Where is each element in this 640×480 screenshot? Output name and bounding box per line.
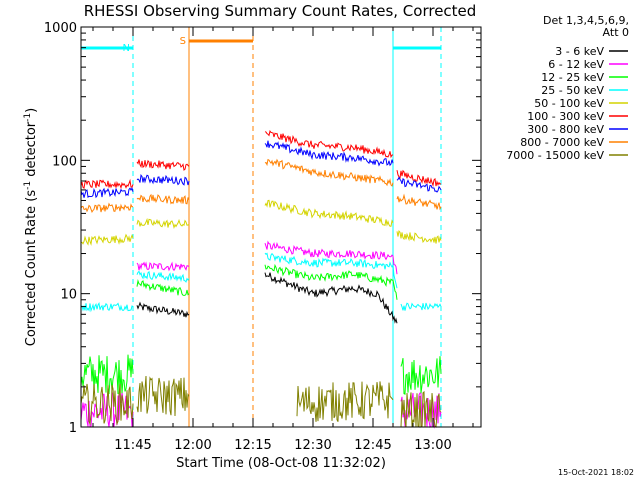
series-6 [80, 140, 442, 199]
series-3 [80, 252, 442, 313]
legend-label-2: 12 - 25 keV [541, 71, 604, 84]
series-1-segment-2 [264, 240, 398, 275]
y-axis-ticks: 1 10 100 1000 [44, 21, 481, 436]
series-5 [80, 129, 442, 190]
legend-header-line-1: Det 1,3,4,5,6,9, [543, 14, 629, 27]
legend-label-0: 3 - 6 keV [555, 45, 604, 58]
series-2-segment-0 [80, 354, 134, 395]
legend-header-line-2: Att 0 [603, 26, 629, 39]
x-tick-label-3: 12:30 [294, 438, 331, 453]
y-tick-label-0: 1 [69, 421, 77, 436]
x-tick-label-1: 12:00 [174, 438, 211, 453]
series-3-segment-2 [264, 252, 398, 289]
series-2-segment-2 [264, 263, 398, 300]
series-3-segment-0 [80, 302, 134, 313]
plot-area: NS [80, 27, 442, 429]
series-6-segment-3 [396, 176, 442, 193]
series-7-segment-0 [80, 202, 134, 213]
y-tick-label-1: 10 [60, 288, 77, 303]
legend-label-8: 7000 - 15000 keV [506, 149, 604, 162]
series-6-segment-1 [136, 173, 190, 186]
generation-timestamp: 15-Oct-2021 18:02 [558, 468, 634, 477]
legend-label-5: 100 - 300 keV [527, 110, 604, 123]
legend-label-4: 50 - 100 keV [534, 97, 604, 110]
series-7 [80, 158, 442, 213]
x-tick-label-2: 12:15 [234, 438, 271, 453]
series-4-segment-1 [136, 217, 190, 230]
y-tick-label-2: 100 [52, 154, 77, 169]
chart-title: RHESSI Observing Summary Count Rates, Co… [84, 2, 477, 20]
x-axis-label: Start Time (08-Oct-08 11:32:02) [176, 456, 386, 471]
series-5-segment-3 [396, 169, 442, 188]
flag-label-S: S [180, 36, 186, 47]
series-3-segment-3 [400, 302, 442, 311]
x-tick-label-0: 11:45 [114, 438, 151, 453]
legend-label-3: 25 - 50 keV [541, 84, 604, 97]
series-2 [80, 263, 442, 395]
x-tick-label-5: 13:00 [414, 438, 451, 453]
series-5-segment-2 [264, 129, 394, 159]
series-2-segment-1 [136, 279, 190, 296]
series-0-segment-0 [136, 301, 190, 318]
y-tick-label-3: 1000 [44, 21, 77, 36]
series-7-segment-1 [136, 193, 190, 205]
series-8-segment-1 [136, 375, 190, 417]
series-4-segment-2 [264, 199, 394, 227]
series-7-segment-2 [264, 158, 394, 187]
series-5-segment-0 [80, 178, 134, 190]
series-4-segment-0 [80, 233, 134, 246]
series-4 [80, 199, 442, 246]
series-0-segment-1 [264, 272, 398, 324]
series-8-segment-0 [80, 383, 134, 426]
legend-label-1: 6 - 12 keV [548, 58, 604, 71]
series-6-segment-0 [80, 186, 134, 199]
plot-frame [80, 26, 482, 428]
series-7-segment-3 [396, 193, 442, 211]
series-8-segment-2 [296, 381, 394, 422]
legend-label-6: 300 - 800 keV [527, 123, 604, 136]
series-5-segment-1 [136, 159, 190, 171]
y-axis-label: Corrected Count Rate (s-1 detector-1) [23, 108, 39, 346]
x-axis-ticks: 11:45 12:00 12:15 12:30 12:45 13:00 [92, 27, 474, 453]
series-2-segment-3 [400, 356, 442, 395]
flag-label-N: N [123, 43, 130, 54]
series-6-segment-2 [264, 140, 394, 167]
series-4-segment-3 [396, 230, 442, 244]
series-3-segment-1 [136, 270, 190, 283]
x-tick-label-4: 12:45 [354, 438, 391, 453]
series-1-segment-1 [136, 261, 190, 272]
legend-label-7: 800 - 7000 keV [520, 136, 604, 149]
series-0 [136, 272, 398, 324]
